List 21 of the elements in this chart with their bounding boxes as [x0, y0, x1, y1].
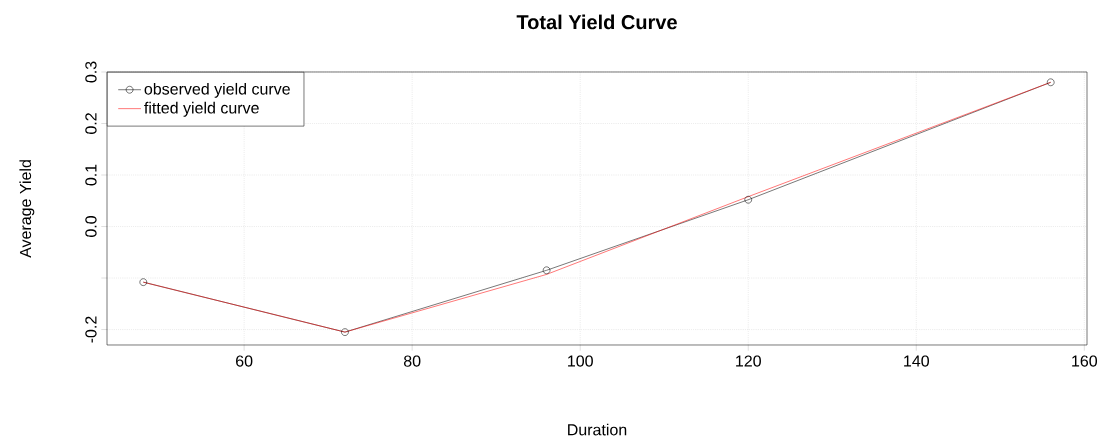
chart-title: Total Yield Curve [516, 14, 677, 30]
x-tick-label: 80 [403, 355, 421, 367]
x-axis-title: Duration [568, 423, 627, 436]
y-tick-label: -0.2 [85, 316, 97, 343]
y-axis-title: Average Yield [19, 160, 35, 258]
point [1046, 78, 1055, 87]
x-tick-label: 160 [1072, 355, 1098, 367]
point [542, 266, 551, 275]
point [744, 196, 752, 204]
y-tick-label: 0.0 [85, 216, 97, 238]
x-tick-label: 140 [904, 355, 929, 367]
y-tick-label: 0.2 [85, 113, 97, 134]
point [139, 278, 148, 286]
y-tick-label: 0.3 [85, 61, 97, 83]
point [341, 328, 349, 336]
x-tick-label: 120 [736, 355, 761, 367]
y-tick-label: 0.1 [85, 164, 97, 186]
x-tick-label: 100 [568, 355, 593, 367]
legend-label: observed yield curve [144, 82, 290, 98]
legend-label: fitted yield curve [144, 101, 259, 117]
x-tick-label: 60 [236, 355, 253, 367]
